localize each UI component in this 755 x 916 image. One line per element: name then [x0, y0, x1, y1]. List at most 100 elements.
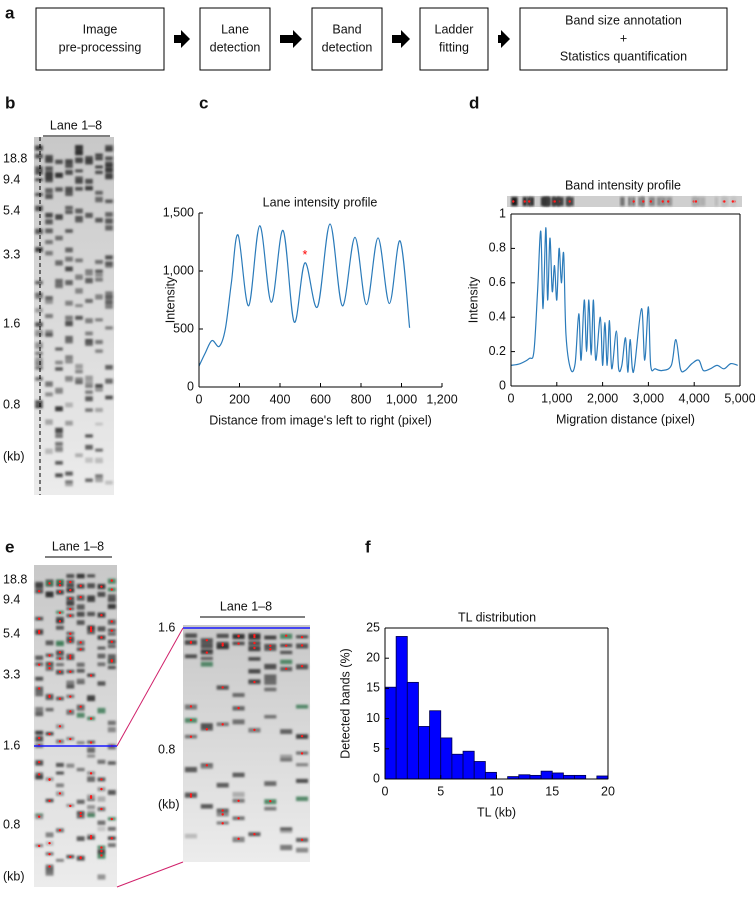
- gel-band: [65, 335, 73, 342]
- gel-band: [105, 161, 113, 167]
- flow-text: Image: [83, 22, 118, 36]
- band-dot: [100, 787, 103, 791]
- band-dot: [48, 778, 51, 781]
- flow-text: Statistics quantification: [560, 49, 687, 63]
- band-dot: [284, 667, 288, 671]
- gel-band: [216, 782, 229, 788]
- x-tick-label: 10: [490, 784, 504, 798]
- gel-band: [45, 314, 53, 318]
- band-dot: [89, 741, 93, 744]
- flow-text: detection: [210, 40, 261, 54]
- gel-band: [97, 796, 106, 802]
- gel-band: [248, 669, 261, 674]
- x-tick-label: 5,000: [724, 391, 755, 405]
- strip-band: [540, 197, 548, 206]
- gel-band: [55, 278, 63, 283]
- band-dot: [79, 814, 82, 818]
- gel-band: [95, 273, 103, 277]
- gel-band: [45, 832, 54, 838]
- x-tick-label: 4,000: [679, 391, 710, 405]
- band-dot: [284, 644, 288, 647]
- histogram-bar: [473, 761, 486, 780]
- gel-band: [65, 247, 73, 253]
- x-tick-label: 5: [437, 784, 444, 798]
- band-dot: [79, 705, 82, 708]
- gel-band: [97, 707, 106, 714]
- gel-band: [45, 228, 53, 234]
- band-dot: [69, 580, 72, 584]
- gel-band: [296, 763, 309, 767]
- size-label: 9.4: [3, 592, 20, 606]
- gel-band: [184, 633, 197, 638]
- gel-band: [85, 269, 93, 273]
- gel-band: [85, 186, 93, 191]
- gel-band: [55, 360, 63, 365]
- gel-band: [184, 766, 197, 773]
- gel-band: [105, 156, 113, 161]
- gel-band: [85, 271, 93, 276]
- gel-band: [87, 597, 96, 602]
- gel-band: [76, 707, 85, 711]
- gel-band: [55, 214, 63, 220]
- gel-band: [55, 367, 63, 371]
- gel-bands: [35, 145, 113, 487]
- gel-band: [66, 763, 75, 768]
- gel-band: [65, 266, 73, 272]
- strip-band: [700, 197, 706, 206]
- gel-band: [95, 165, 103, 169]
- gel-band: [35, 711, 44, 717]
- histogram-bar: [440, 737, 453, 780]
- gel-band: [35, 404, 43, 409]
- gel-band: [97, 646, 106, 650]
- x-tick-label: 15: [545, 784, 559, 798]
- band-dot: [667, 200, 670, 203]
- gel-band: [95, 190, 103, 195]
- gel-band: [45, 392, 53, 397]
- gel-band: [95, 153, 103, 157]
- flow-box: [199, 7, 271, 71]
- band-dot: [79, 641, 82, 644]
- gel-band: [35, 400, 43, 405]
- band-dot: [69, 657, 72, 660]
- gel-band: [66, 680, 75, 685]
- gel-band: [107, 727, 116, 733]
- gel-band: [280, 650, 293, 655]
- gel-band: [200, 656, 213, 661]
- gel-band: [107, 594, 116, 600]
- gel-band: [45, 212, 53, 218]
- band-dot: [205, 764, 209, 767]
- band-dot: [79, 856, 82, 860]
- gel-band: [105, 145, 113, 151]
- strip-band: [557, 197, 564, 206]
- gel-band: [55, 159, 63, 165]
- band-dot: [89, 626, 93, 629]
- band-dot: [269, 644, 272, 648]
- flow-text: Band: [332, 22, 361, 36]
- x-axis-label: TL (kb): [477, 805, 516, 819]
- x-tick-label: 2,000: [587, 391, 618, 405]
- gel-band: [76, 620, 85, 625]
- band-dot: [48, 732, 51, 736]
- strip-band: [552, 197, 560, 206]
- y-axis-label: Detected bands (%): [338, 648, 352, 758]
- band-dot: [300, 635, 304, 639]
- y-tick-label: 0: [187, 379, 194, 393]
- gel-band: [87, 754, 96, 758]
- gel-band: [85, 457, 93, 463]
- gel-band: [107, 604, 116, 609]
- band-dot: [253, 728, 256, 732]
- gel-band: [76, 573, 85, 578]
- band-dot: [58, 657, 62, 660]
- band-dot: [69, 695, 72, 698]
- band-dot: [69, 636, 72, 640]
- lane-header: Lane 1–8: [220, 599, 272, 613]
- gel-band: [55, 762, 64, 767]
- gel-band: [45, 381, 53, 387]
- band-dot: [69, 737, 72, 741]
- gel-band: [105, 378, 113, 384]
- band-dot: [205, 651, 209, 654]
- gel-band: [85, 159, 93, 165]
- gel-band: [95, 269, 103, 274]
- band-dot: [100, 636, 103, 639]
- gel-band: [75, 150, 83, 155]
